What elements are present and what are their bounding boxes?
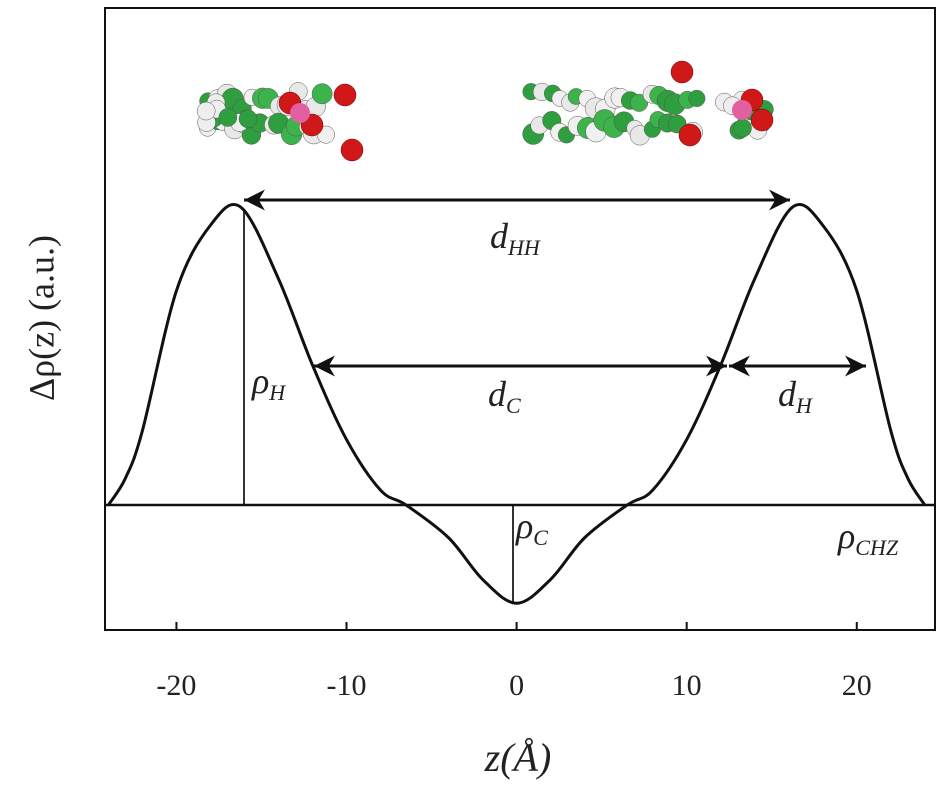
annotation: ρCHZ bbox=[837, 516, 899, 560]
x-tick-label: 0 bbox=[509, 669, 524, 702]
x-tick-label: 20 bbox=[842, 669, 872, 702]
atom bbox=[671, 61, 693, 83]
annotation: dHH bbox=[490, 216, 541, 260]
atom bbox=[679, 124, 701, 146]
atom bbox=[751, 109, 773, 131]
molecule-illustration bbox=[197, 61, 773, 161]
atom bbox=[334, 84, 356, 106]
x-tick-label: -10 bbox=[327, 669, 367, 702]
y-axis-label: Δρ(z) (a.u.) bbox=[21, 235, 61, 401]
annotation: dC bbox=[488, 374, 521, 418]
atom bbox=[341, 139, 363, 161]
atom bbox=[689, 90, 706, 107]
annotation: ρC bbox=[515, 506, 548, 550]
x-tick-label: 10 bbox=[672, 669, 702, 702]
atom bbox=[239, 110, 257, 128]
annotation: ρH bbox=[251, 361, 286, 405]
chart: dHH dC dH ρH ρC ρCHZ Δρ(z) (a.u.) z(Å) -… bbox=[0, 0, 936, 786]
x-tick-label: -20 bbox=[156, 669, 196, 702]
atom bbox=[219, 108, 237, 126]
atom bbox=[312, 84, 332, 104]
atom bbox=[733, 119, 751, 137]
atom bbox=[290, 103, 310, 123]
atom bbox=[197, 102, 215, 120]
atom bbox=[732, 100, 752, 120]
annotation: dH bbox=[778, 374, 813, 418]
x-axis-label: z(Å) bbox=[484, 735, 552, 780]
